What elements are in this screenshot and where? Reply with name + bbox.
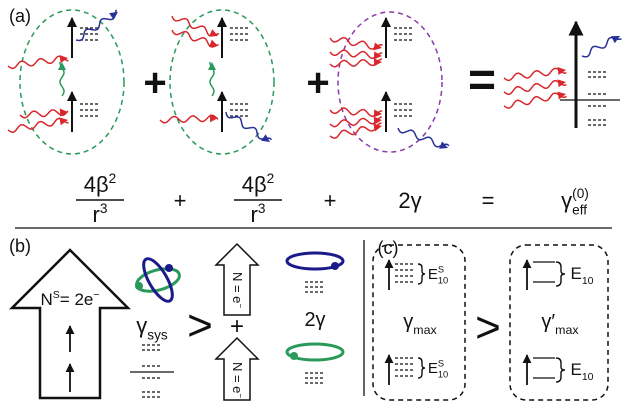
small-arrow-label: N = e−	[230, 272, 245, 308]
operator: =	[482, 188, 495, 213]
denominator: r3	[93, 201, 108, 227]
denominator: r3	[251, 201, 266, 227]
level-label-sub: 10	[582, 371, 594, 383]
level-label: E10	[570, 264, 593, 287]
big-arrow-label-base: N	[40, 290, 52, 309]
denominator-base: r	[251, 202, 258, 227]
photon-head	[373, 43, 382, 51]
photon	[504, 93, 567, 108]
numerator-base: 4β	[84, 172, 109, 197]
result-sup: (0)	[572, 186, 589, 201]
result-base: γ	[561, 188, 572, 213]
level-label-sub: 10	[582, 275, 594, 287]
term-base: 2γ	[398, 188, 421, 213]
big-arrow-label-sup: S	[53, 289, 60, 301]
comparison: >	[475, 303, 501, 352]
comparison: >	[187, 301, 213, 350]
operator: +	[174, 188, 187, 213]
figure: (a)++=4β2r3+4β2r3+2γ=γeff(0)(b)NS= 2e−γs…	[0, 0, 625, 405]
gamma-max: γmax	[403, 311, 437, 337]
gamma-max-sub: max	[413, 323, 437, 337]
pair-gamma-base: 2γ	[304, 309, 325, 331]
photon-head	[59, 117, 68, 125]
photon-head	[557, 79, 566, 87]
photon-head	[557, 92, 566, 100]
big-arrow-label: NS= 2e−	[40, 289, 99, 309]
level-label-base: E	[428, 360, 438, 377]
level-label-sub: 10	[438, 276, 448, 286]
level-label-sup: S	[438, 264, 444, 274]
level-label-sup: S	[438, 358, 444, 368]
gamma-sys-sub: sys	[147, 328, 168, 343]
numerator: 4β2	[84, 171, 116, 197]
level-label-base: E	[570, 264, 581, 283]
small-arrow-label-base: N = e	[230, 362, 245, 393]
numerator: 4β2	[242, 171, 274, 197]
photon	[160, 115, 218, 123]
gamma-max-base: γ	[403, 311, 413, 333]
gamma-sys-base: γ	[136, 313, 147, 338]
panel-label: (c)	[378, 238, 399, 258]
photon	[504, 81, 566, 95]
plus: +	[230, 313, 244, 340]
photon	[504, 68, 566, 80]
operator: =	[468, 54, 496, 107]
pair-gamma: 2γ	[304, 309, 325, 331]
gamma-max-base: γ′	[541, 311, 555, 333]
photon-head	[208, 62, 216, 70]
process-ellipse	[338, 12, 442, 152]
numerator-sup: 2	[267, 171, 275, 186]
operator: +	[143, 61, 166, 105]
operator: +	[324, 188, 337, 213]
level-label-base: E	[428, 266, 438, 283]
level-label: E10 S	[428, 358, 448, 379]
big-arrow-label-sup: −	[93, 289, 99, 301]
level-label-base: E	[570, 360, 581, 379]
denominator-sup: 3	[258, 201, 266, 216]
big-arrow-label-rest: = 2e	[60, 290, 94, 309]
small-arrow-label-base: N = e	[230, 272, 245, 303]
panel-label: (a)	[9, 6, 31, 26]
level-label-sub: 10	[438, 370, 448, 380]
result: γeff (0)	[561, 186, 589, 218]
small-arrow-label-sup: −	[236, 393, 245, 398]
level-label: E10 S	[428, 264, 448, 285]
denominator-sup: 3	[100, 201, 108, 216]
photon-head	[58, 62, 66, 70]
level-label: E10	[570, 360, 593, 383]
gamma-sys: γsys	[136, 313, 168, 343]
numerator-sup: 2	[109, 171, 117, 186]
gamma-max: γ′max	[541, 311, 579, 337]
photon-head	[109, 12, 118, 20]
denominator-base: r	[93, 202, 100, 227]
gamma-max-sub: max	[555, 323, 579, 337]
small-arrow-label: N = e−	[230, 362, 245, 398]
photon-head	[60, 55, 68, 63]
photon-head	[209, 40, 218, 48]
term: 2γ	[398, 188, 421, 213]
operator: +	[306, 61, 329, 105]
photon	[8, 119, 69, 133]
numerator-base: 4β	[242, 172, 267, 197]
result-sub: eff	[572, 203, 587, 218]
small-arrow-label-sup: −	[236, 303, 245, 308]
photon-head	[209, 29, 218, 36]
panel-label: (b)	[9, 236, 31, 256]
